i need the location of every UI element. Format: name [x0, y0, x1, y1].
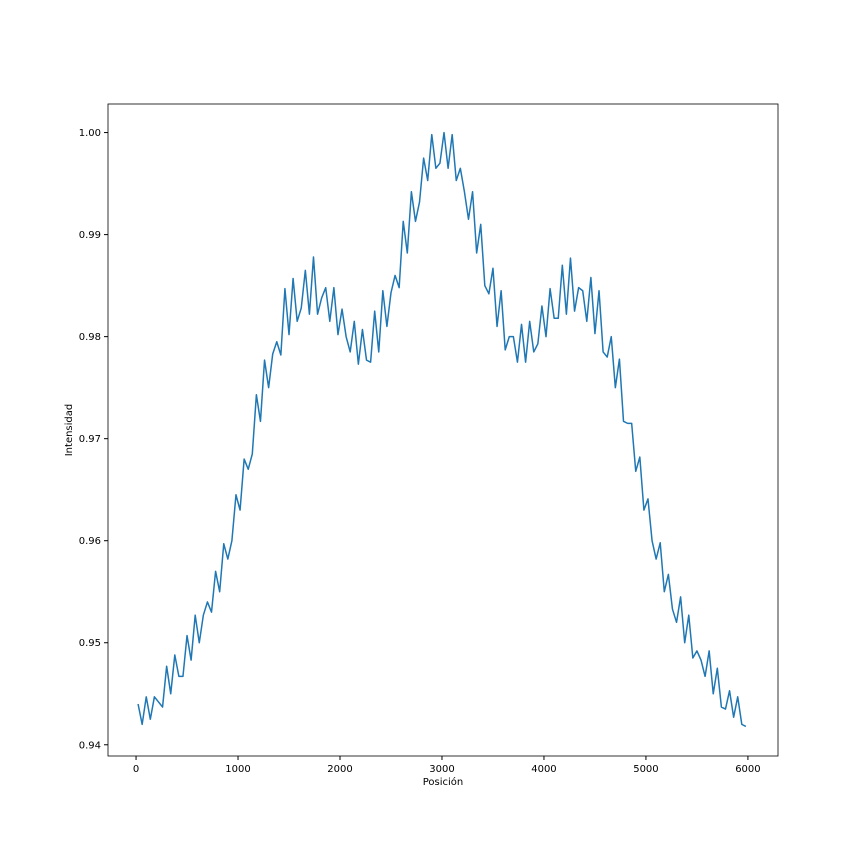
line-series [137, 131, 747, 728]
x-tick-label: 5000 [633, 764, 658, 775]
x-tick-label: 2000 [327, 764, 352, 775]
x-tick-label: 6000 [735, 764, 760, 775]
y-tick-label: 0.96 [79, 536, 101, 547]
x-tick-label: 3000 [429, 764, 454, 775]
y-tick-label: 0.95 [79, 638, 101, 649]
x-tick-label: 1000 [225, 764, 250, 775]
x-tick-label: 0 [133, 764, 139, 775]
x-tick-label: 4000 [531, 764, 556, 775]
plot-frame [107, 103, 779, 757]
y-axis-label: Intensidad [64, 404, 75, 457]
y-tick-label: 0.98 [79, 332, 101, 343]
y-tick-label: 0.99 [79, 230, 101, 241]
y-tick-label: 0.97 [79, 434, 101, 445]
y-tick-label: 0.94 [79, 740, 101, 751]
y-tick-label: 1.00 [79, 128, 101, 139]
x-axis-label: Posición [423, 776, 464, 788]
